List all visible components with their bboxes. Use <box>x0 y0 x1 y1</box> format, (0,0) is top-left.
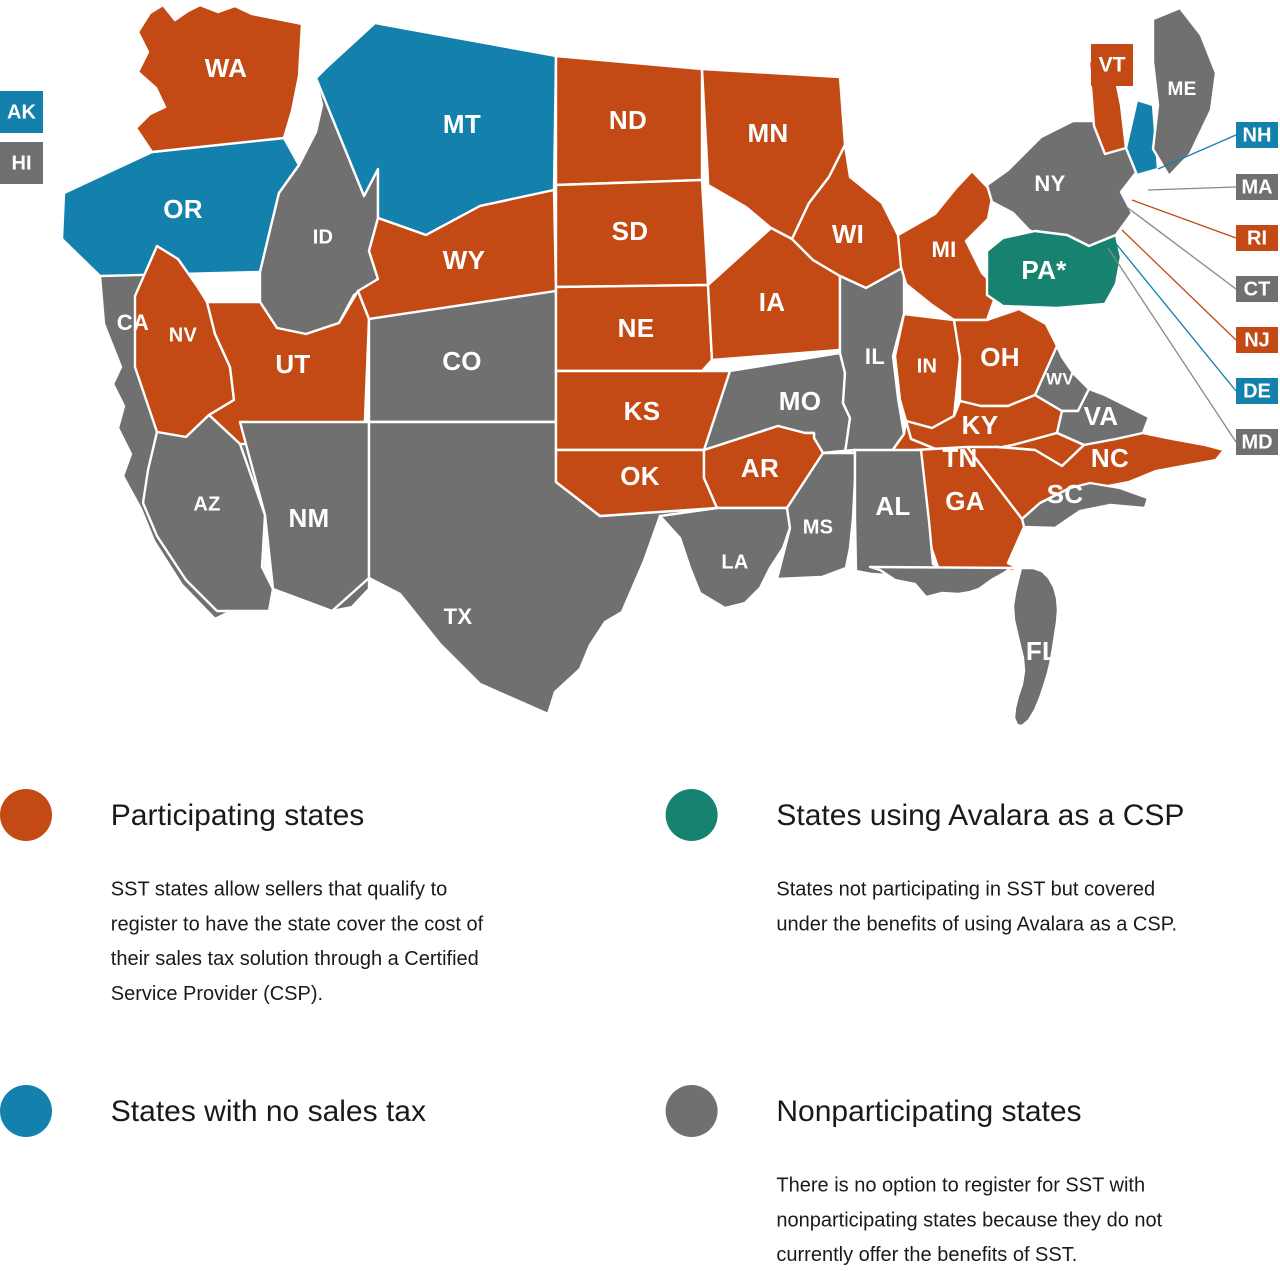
svg-text:Service Provider (CSP).: Service Provider (CSP). <box>111 983 323 1005</box>
svg-text:OK: OK <box>620 461 660 491</box>
svg-text:AZ: AZ <box>193 493 220 515</box>
svg-text:under the benefits of using Av: under the benefits of using Avalara as a… <box>776 913 1177 935</box>
svg-text:CA: CA <box>117 310 149 335</box>
svg-text:Participating states: Participating states <box>111 799 364 832</box>
svg-text:ND: ND <box>609 105 647 135</box>
svg-text:TX: TX <box>444 604 473 629</box>
svg-text:CT: CT <box>1244 278 1271 300</box>
svg-text:ID: ID <box>313 226 334 248</box>
svg-text:States using Avalara as a CSP: States using Avalara as a CSP <box>776 799 1184 832</box>
svg-text:NE: NE <box>618 313 655 343</box>
svg-text:MD: MD <box>1241 431 1272 453</box>
svg-text:MO: MO <box>779 386 821 416</box>
svg-text:WY: WY <box>443 245 485 275</box>
svg-text:States not participating in SS: States not participating in SST but cove… <box>776 879 1155 901</box>
svg-text:MN: MN <box>747 118 788 148</box>
svg-text:AR: AR <box>741 453 779 483</box>
svg-text:NV: NV <box>169 324 198 346</box>
svg-text:There is no option to register: There is no option to register for SST w… <box>776 1175 1145 1197</box>
svg-text:ME: ME <box>1167 79 1196 100</box>
svg-text:NY: NY <box>1034 171 1065 196</box>
svg-text:TN: TN <box>942 443 977 473</box>
svg-text:nonparticipating states becaus: nonparticipating states because they do … <box>776 1209 1162 1231</box>
svg-text:IN: IN <box>917 355 938 377</box>
svg-text:WA: WA <box>205 53 247 83</box>
svg-text:States with no sales tax: States with no sales tax <box>111 1095 426 1128</box>
svg-text:Nonparticipating states: Nonparticipating states <box>776 1095 1081 1128</box>
svg-text:AK: AK <box>7 101 36 123</box>
svg-text:GA: GA <box>945 486 985 516</box>
svg-text:DE: DE <box>1243 380 1271 402</box>
svg-text:RI: RI <box>1247 227 1267 249</box>
svg-text:SD: SD <box>612 216 649 246</box>
svg-text:PA*: PA* <box>1021 255 1067 285</box>
svg-text:MI: MI <box>931 237 956 262</box>
svg-text:SST states allow sellers that: SST states allow sellers that qualify to <box>111 879 447 901</box>
svg-text:OH: OH <box>980 342 1020 372</box>
svg-text:HI: HI <box>12 152 32 174</box>
svg-text:NJ: NJ <box>1244 329 1270 351</box>
svg-text:WI: WI <box>832 219 864 249</box>
svg-text:NM: NM <box>288 503 329 533</box>
svg-text:IA: IA <box>759 287 786 317</box>
svg-text:FL: FL <box>1026 636 1058 666</box>
svg-text:UT: UT <box>275 349 310 379</box>
svg-text:KY: KY <box>962 410 999 440</box>
svg-text:SC: SC <box>1047 479 1084 509</box>
svg-text:LA: LA <box>721 551 748 573</box>
svg-text:VT: VT <box>1099 54 1126 77</box>
svg-text:their sales tax solution throu: their sales tax solution through a Certi… <box>111 948 479 970</box>
svg-text:CO: CO <box>442 346 482 376</box>
svg-text:currently offer the benefits o: currently offer the benefits of SST. <box>776 1244 1077 1266</box>
svg-text:VA: VA <box>1084 401 1119 431</box>
svg-text:OR: OR <box>163 194 203 224</box>
svg-text:NC: NC <box>1091 443 1129 473</box>
svg-text:IL: IL <box>865 344 885 369</box>
svg-text:KS: KS <box>624 396 661 426</box>
svg-text:MT: MT <box>443 109 481 139</box>
svg-text:NH: NH <box>1243 124 1272 146</box>
svg-text:MS: MS <box>803 516 834 538</box>
svg-text:WV: WV <box>1046 369 1074 388</box>
svg-text:register to have the state cov: register to have the state cover the cos… <box>111 913 484 935</box>
svg-text:AL: AL <box>875 491 910 521</box>
svg-text:MA: MA <box>1241 176 1272 198</box>
